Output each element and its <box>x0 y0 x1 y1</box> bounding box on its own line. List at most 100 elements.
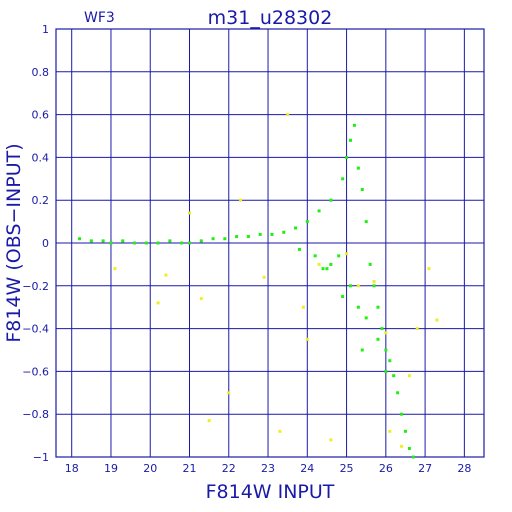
data-point <box>384 331 388 335</box>
data-point <box>407 374 411 378</box>
data-point <box>144 241 148 245</box>
data-point <box>403 429 407 433</box>
data-point <box>415 327 419 331</box>
data-point <box>356 305 360 309</box>
chart-title: m31_u28302 <box>208 7 333 29</box>
data-point <box>270 232 274 236</box>
data-point <box>121 239 125 243</box>
data-point <box>396 391 400 395</box>
data-point <box>372 284 376 288</box>
data-point <box>356 166 360 170</box>
x-tick-label: 24 <box>300 462 314 475</box>
data-point <box>329 198 333 202</box>
data-point <box>388 359 392 363</box>
data-point <box>356 284 360 288</box>
data-point <box>317 209 321 213</box>
data-point <box>407 446 411 450</box>
data-point <box>360 348 364 352</box>
y-tick-label: 1 <box>42 23 49 36</box>
data-point <box>89 239 93 243</box>
data-point <box>78 237 82 241</box>
data-point <box>133 241 137 245</box>
x-tick-label: 26 <box>379 462 393 475</box>
data-point <box>278 429 282 433</box>
data-point <box>400 444 404 448</box>
y-tick-label: −0.6 <box>22 365 49 378</box>
data-point <box>392 374 396 378</box>
data-point <box>188 241 192 245</box>
y-tick-label: 0.4 <box>32 151 50 164</box>
data-point <box>400 412 404 416</box>
data-points <box>78 113 439 459</box>
data-point <box>360 188 364 191</box>
data-point <box>113 267 117 271</box>
data-point <box>297 247 301 251</box>
x-tick-label: 28 <box>457 462 471 475</box>
data-point <box>168 239 172 243</box>
data-point <box>368 262 372 266</box>
data-point <box>227 391 231 395</box>
data-point <box>235 235 239 239</box>
data-point <box>282 230 286 234</box>
data-point <box>321 267 325 271</box>
data-point <box>329 438 333 442</box>
data-point <box>372 280 376 284</box>
x-tick-label: 25 <box>340 462 354 475</box>
data-point <box>329 262 333 266</box>
data-point <box>376 337 380 341</box>
data-point <box>345 252 349 256</box>
data-point <box>109 241 113 245</box>
x-axis-label: F814W INPUT <box>206 481 335 503</box>
data-point <box>348 138 352 142</box>
data-point <box>246 235 250 239</box>
y-tick-labels: −1 −0.8 −0.6 −0.4 −0.2 0 0.2 0.4 0.6 0.8 1 <box>22 23 49 464</box>
data-point <box>317 262 321 266</box>
data-point <box>364 220 368 224</box>
data-point <box>352 123 356 127</box>
data-point <box>341 177 345 181</box>
data-point <box>305 220 309 224</box>
data-point <box>156 241 160 245</box>
data-point <box>188 211 192 215</box>
y-axis-label: F814W (OBS−INPUT) <box>3 143 25 342</box>
y-tick-label: −0.8 <box>22 408 49 421</box>
data-point <box>211 237 215 241</box>
y-tick-label: −0.2 <box>22 280 49 293</box>
x-tick-label: 23 <box>261 462 275 475</box>
data-point <box>258 232 262 236</box>
x-tick-label: 22 <box>222 462 236 475</box>
data-point <box>411 455 415 459</box>
data-point <box>376 305 380 309</box>
data-point <box>325 267 329 271</box>
corner-label: WF3 <box>84 10 115 26</box>
data-point <box>341 295 345 298</box>
y-tick-label: 0.2 <box>32 194 50 207</box>
data-point <box>337 254 341 258</box>
y-tick-label: 0.6 <box>32 109 50 122</box>
data-point <box>207 419 211 423</box>
data-point <box>286 113 290 117</box>
data-point <box>301 305 305 309</box>
data-point <box>239 198 243 202</box>
data-point <box>199 239 203 243</box>
data-point <box>345 155 349 159</box>
data-point <box>156 301 160 305</box>
data-point <box>435 318 439 322</box>
x-tick-label: 20 <box>143 462 157 475</box>
data-point <box>384 348 388 352</box>
y-tick-label: 0.8 <box>32 66 50 79</box>
x-tick-label: 18 <box>65 462 79 475</box>
data-point <box>364 316 368 320</box>
data-point <box>294 226 298 230</box>
y-tick-label: 0 <box>42 237 49 250</box>
x-tick-label: 21 <box>183 462 197 475</box>
data-point <box>348 284 352 288</box>
x-tick-label: 19 <box>104 462 118 475</box>
x-tick-label: 27 <box>418 462 432 475</box>
data-point <box>262 275 266 279</box>
grid-lines <box>56 28 484 458</box>
data-point <box>305 337 309 341</box>
data-point <box>427 267 431 271</box>
data-point <box>180 241 184 245</box>
